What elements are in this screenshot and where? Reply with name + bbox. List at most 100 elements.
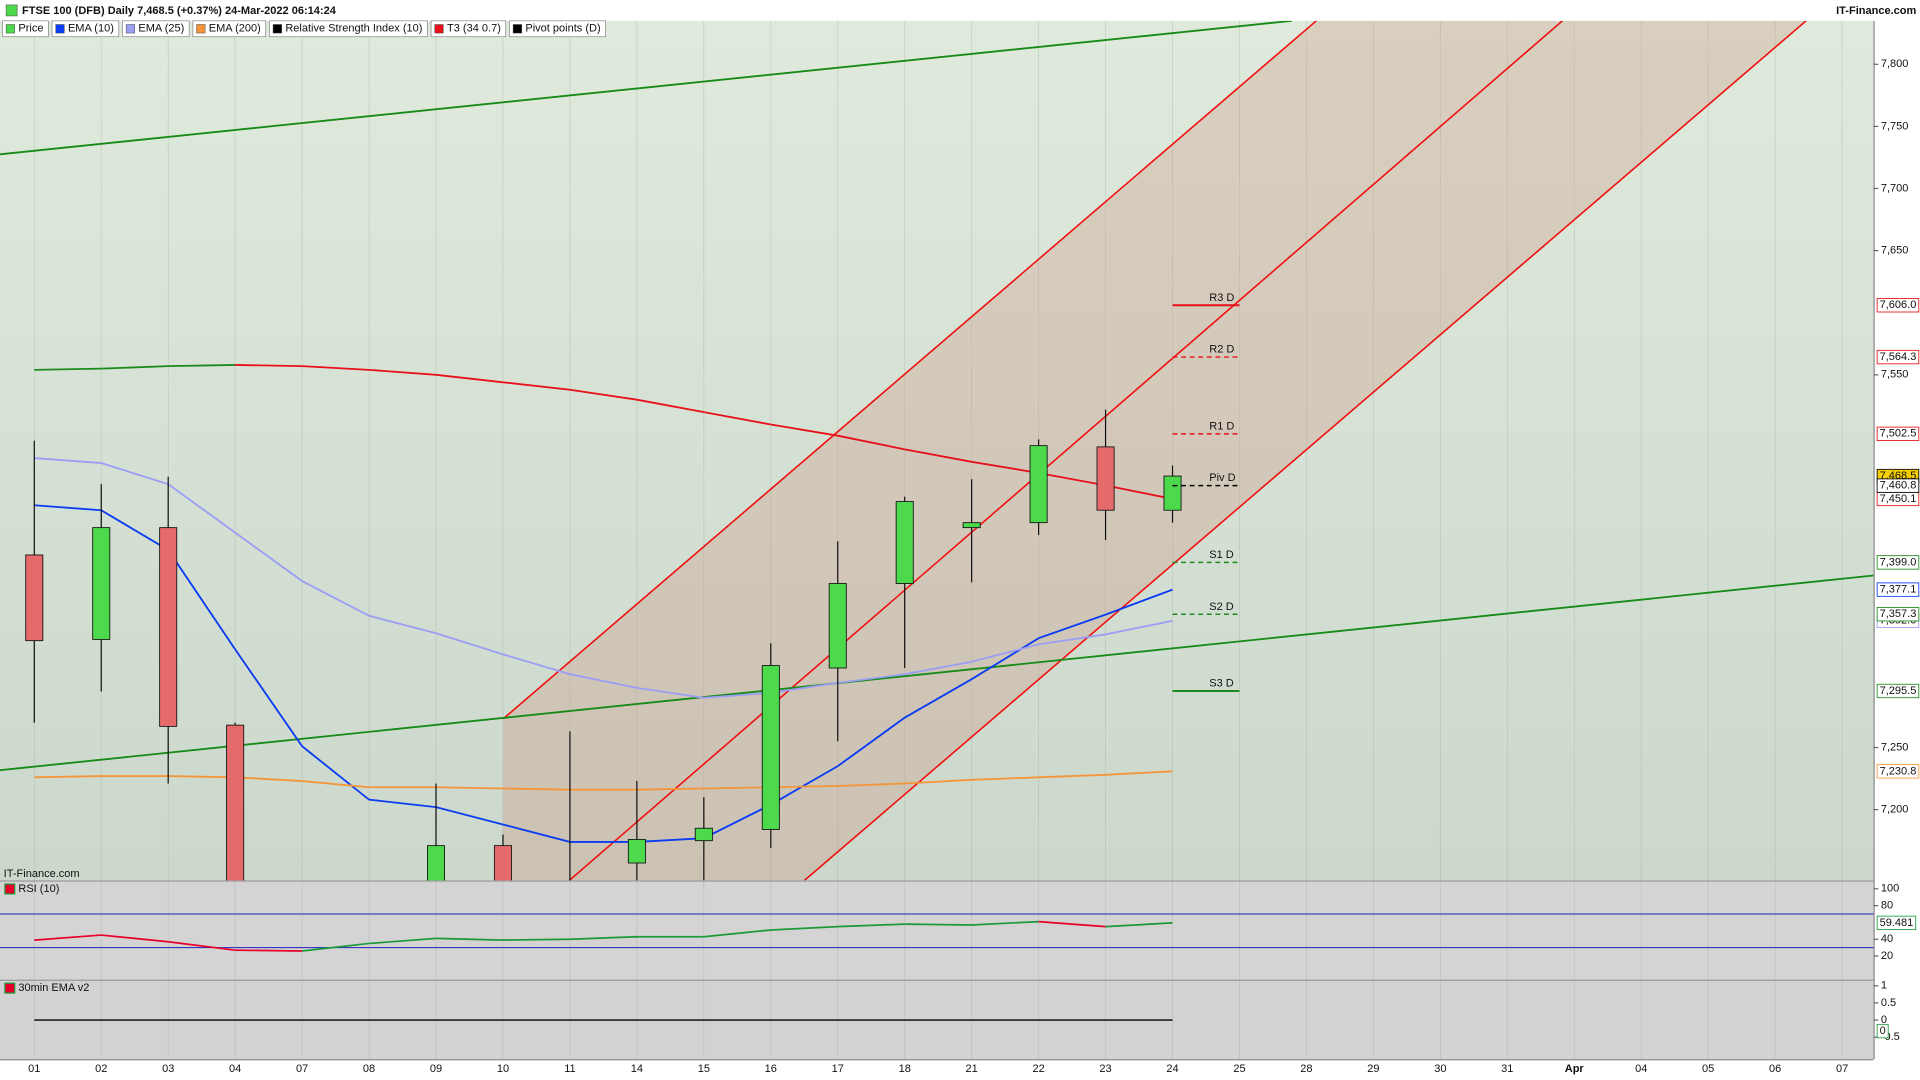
rsi-segment [770,925,838,931]
x-tick-label: 29 [1367,1063,1379,1075]
rsi-segment [837,923,905,928]
x-tick-label: 08 [363,1063,375,1075]
axes: 01 02 03 04 07 08 09 10 11 14 15 16 17 18 21 22 23 24 25 28… [28,58,1920,1075]
pivot-label: Piv D [1209,472,1235,484]
legend-swatch [272,24,282,34]
axis-value-box [1876,607,1920,622]
x-tick-label: 30 [1434,1063,1446,1075]
panel-icon [4,982,16,994]
t3-segment [971,460,1039,474]
rsi-segment [235,949,303,952]
legend-swatch [55,24,65,34]
axis-value-label: 7,377.1 [1880,584,1917,596]
pivot-label: S1 D [1209,549,1234,561]
y-tick-label: 7,700 [1881,182,1909,194]
header-icon [5,4,18,17]
x-tick-label: 07 [1836,1063,1848,1075]
panel-title: 30min EMA v2 [18,982,89,994]
x-tick-label: 03 [162,1063,174,1075]
panel-icon [4,883,16,895]
rsi-segment [569,935,637,941]
legend-label: Price [18,23,43,35]
axis-value-label: 7,502.5 [1880,428,1917,440]
x-tick-label: Apr [1565,1063,1585,1075]
y-tick-label: 0.5 [1881,997,1896,1009]
pivot-label: S3 D [1209,678,1234,690]
x-tick-label: 04 [1635,1063,1647,1075]
t3-segment [302,365,370,371]
rsi-segment [971,920,1039,926]
x-tick-label: 31 [1501,1063,1513,1075]
panel-title: RSI (10) [18,883,59,895]
axis-value-label: 0 [1880,1025,1886,1037]
rsi-segment [302,942,370,952]
y-tick-label: 80 [1881,900,1893,912]
candle-body [1029,445,1048,524]
legend-label: EMA (25) [138,23,184,35]
rsi-segment [34,934,102,941]
pivot-label: S2 D [1209,601,1234,613]
y-tick-label: 7,800 [1881,58,1909,70]
axis-value-box [1876,478,1920,493]
brand: IT-Finance.com [1836,5,1916,17]
axis-value-box [1876,683,1920,699]
ema-line [34,504,1173,843]
legend-swatch [125,24,135,34]
ema-line [34,457,1173,699]
candle-body [761,665,780,830]
legend-item-box [122,20,190,38]
y-tick-label: 7,650 [1881,245,1909,257]
x-tick-label: 23 [1099,1063,1111,1075]
legend-label: T3 (34 0.7) [447,23,501,35]
x-tick-label: 11 [564,1063,575,1075]
y-tick-label: 7,750 [1881,120,1909,132]
t3-segment [770,423,838,437]
y-tick-label: 40 [1881,933,1893,945]
axis-value-box [1876,582,1920,597]
t3-segment [636,398,705,414]
axis-value-box [1876,915,1917,931]
axis-value-label: 7,606.0 [1880,299,1917,311]
rsi-segment [502,938,570,941]
t3-segment [34,367,102,371]
x-tick-label: 18 [899,1063,911,1075]
watermark: IT-Finance.com [4,868,80,880]
candle-body [828,583,847,669]
legend-label: EMA (10) [68,23,114,35]
candle-body [1163,475,1182,511]
indicator-plots: RSI (10) 30min EMA v2 [0,883,1874,1021]
y-tick-label: 0 [1881,1014,1887,1026]
candle-body [1096,446,1115,511]
channel-line [568,20,1563,881]
rsi-segment [1105,922,1173,928]
candle-body [493,845,512,881]
x-tick-label: 17 [832,1063,844,1075]
axis-value-label: 7,295.5 [1880,685,1917,697]
candle-body [962,522,981,529]
price-plot: R3 D R2 D R1 D Piv D S1 D S2 D S3 D [25,292,1240,881]
axis-value-label: 7,468.5 [1880,470,1917,482]
t3-segment [435,373,504,384]
axis-value-box [1876,298,1920,313]
axis-value-box [1876,1023,1889,1039]
t3-segment [904,448,972,463]
x-tick-label: 16 [765,1063,777,1075]
candle-body [694,827,713,842]
rsi-panel [0,880,1874,980]
t3-segment [1105,484,1173,500]
x-tick-label: 15 [698,1063,710,1075]
axis-value-label: 7,450.1 [1880,493,1917,505]
x-tick-label: 22 [1032,1063,1044,1075]
y-tick-label: 1 [1881,980,1887,992]
x-tick-label: 21 [966,1063,978,1075]
trend-line [0,20,1292,156]
t3-segment [101,365,169,370]
x-tick-label: 07 [296,1063,308,1075]
x-tick-label: 05 [1702,1063,1714,1075]
axis-value-label: 7,230.8 [1880,765,1917,777]
candle-body [226,724,245,881]
legend-item-box [192,20,267,38]
y-tick-label: 20 [1881,950,1893,962]
y-tick-label: 7,250 [1881,741,1909,753]
legend-item-box [51,20,120,38]
